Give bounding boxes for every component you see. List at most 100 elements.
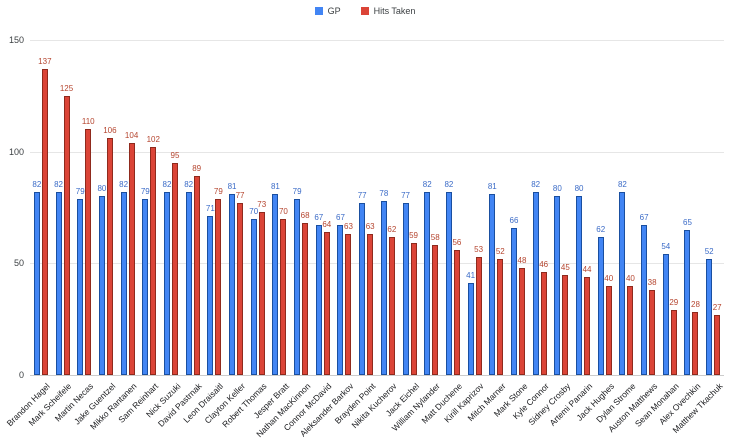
value-label-gp: 82 [444, 179, 454, 189]
value-label-gp: 67 [336, 213, 345, 223]
bar-gp[interactable] [250, 218, 257, 375]
bar-gp[interactable] [619, 191, 626, 375]
bar-hits-taken[interactable] [215, 198, 222, 375]
bar-gp[interactable] [55, 191, 62, 375]
bar-gp[interactable] [98, 196, 105, 375]
value-label-gp: 67 [639, 213, 649, 223]
gridline-50 [30, 263, 724, 265]
bar-hits-taken[interactable] [605, 285, 612, 375]
gridline-150 [30, 40, 724, 41]
bar-gp[interactable] [489, 194, 496, 375]
bar-gp[interactable] [641, 225, 648, 375]
bar-hits-taken[interactable] [367, 234, 374, 375]
bar-hits-taken[interactable] [150, 147, 157, 375]
bar-hits-taken[interactable] [388, 236, 395, 375]
value-label-hits-taken: 125 [59, 83, 74, 93]
bar-hits-taken[interactable] [692, 312, 699, 375]
value-label-hits-taken: 53 [474, 244, 484, 254]
bar-hits-taken[interactable] [453, 249, 460, 375]
bar-gp[interactable] [77, 198, 84, 375]
bar-gp[interactable] [163, 191, 170, 375]
bar-gp[interactable] [294, 198, 301, 375]
bar-gp[interactable] [120, 191, 127, 375]
bar-hits-taken[interactable] [562, 274, 569, 375]
value-label-gp: 65 [683, 217, 692, 227]
bar-hits-taken[interactable] [237, 203, 244, 375]
value-label-hits-taken: 70 [278, 206, 288, 216]
bar-gp[interactable] [380, 200, 387, 375]
bar-gp[interactable] [272, 194, 279, 375]
y-axis-tick-150: 150 [8, 35, 24, 45]
bar-gp[interactable] [445, 191, 452, 375]
value-label-hits-taken: 58 [430, 233, 440, 243]
bar-hits-taken[interactable] [280, 218, 287, 375]
bar-hits-taken[interactable] [649, 290, 656, 375]
bar-hits-taken[interactable] [85, 129, 92, 375]
value-label-gp: 66 [509, 215, 519, 225]
bar-gp[interactable] [207, 216, 214, 375]
bar-gp[interactable] [315, 225, 322, 375]
bar-gp[interactable] [229, 194, 236, 375]
bar-gp[interactable] [467, 283, 474, 375]
bar-hits-taken[interactable] [258, 211, 265, 375]
bar-hits-taken[interactable] [714, 314, 721, 375]
bar-gp[interactable] [532, 191, 539, 375]
value-label-hits-taken: 68 [300, 211, 310, 221]
bar-hits-taken[interactable] [193, 176, 200, 375]
bar-hits-taken[interactable] [106, 138, 113, 375]
value-label-gp: 52 [704, 246, 714, 256]
bar-gp[interactable] [402, 203, 409, 375]
bar-gp[interactable] [662, 254, 669, 375]
value-label-hits-taken: 79 [213, 186, 223, 196]
bar-hits-taken[interactable] [41, 69, 48, 375]
value-label-hits-taken: 29 [669, 298, 679, 308]
bar-hits-taken[interactable] [323, 232, 330, 375]
bar-hits-taken[interactable] [410, 243, 417, 375]
bar-gp[interactable] [33, 191, 40, 375]
value-label-hits-taken: 40 [604, 273, 614, 283]
bar-hits-taken[interactable] [518, 267, 525, 375]
value-label-hits-taken: 137 [38, 57, 52, 67]
bar-hits-taken[interactable] [63, 95, 70, 375]
value-label-hits-taken: 59 [409, 231, 418, 241]
value-label-gp: 81 [270, 182, 280, 192]
bar-gp[interactable] [684, 229, 691, 375]
bar-hits-taken[interactable] [584, 276, 591, 375]
bar-gp[interactable] [576, 196, 583, 375]
gridline-0 [30, 375, 724, 376]
bar-gp[interactable] [510, 227, 517, 375]
bar-hits-taken[interactable] [670, 310, 677, 375]
bar-hits-taken[interactable] [345, 234, 352, 375]
value-label-gp: 79 [140, 186, 150, 196]
bar-gp[interactable] [337, 225, 344, 375]
bar-hits-taken[interactable] [171, 162, 178, 375]
bar-gp[interactable] [185, 191, 192, 375]
bar-hits-taken[interactable] [627, 285, 634, 375]
value-label-gp: 80 [97, 184, 107, 194]
bar-hits-taken[interactable] [128, 142, 135, 375]
value-label-hits-taken: 48 [517, 255, 527, 265]
value-label-gp: 82 [54, 179, 63, 189]
value-label-gp: 81 [487, 182, 497, 192]
legend-item-hits-taken[interactable]: Hits Taken [360, 6, 415, 16]
bar-gp[interactable] [142, 198, 149, 375]
legend-swatch-hits-taken-icon [360, 7, 369, 15]
bar-hits-taken[interactable] [497, 258, 504, 375]
value-label-hits-taken: 52 [495, 246, 505, 256]
y-axis-tick-0: 0 [18, 370, 24, 380]
bar-hits-taken[interactable] [540, 272, 547, 375]
bar-hits-taken[interactable] [432, 245, 439, 375]
value-label-gp: 82 [184, 179, 194, 189]
legend-item-gp[interactable]: GP [314, 6, 341, 16]
bar-gp[interactable] [359, 203, 366, 375]
bar-gp[interactable] [554, 196, 561, 375]
bar-gp[interactable] [706, 258, 713, 375]
value-label-hits-taken: 56 [452, 237, 462, 247]
bar-hits-taken[interactable] [475, 256, 482, 375]
value-label-gp: 67 [314, 213, 324, 223]
bar-hits-taken[interactable] [302, 223, 309, 375]
bar-gp[interactable] [597, 236, 604, 375]
value-label-hits-taken: 64 [322, 220, 332, 230]
bar-gp[interactable] [424, 191, 431, 375]
value-label-gp: 80 [552, 184, 562, 194]
